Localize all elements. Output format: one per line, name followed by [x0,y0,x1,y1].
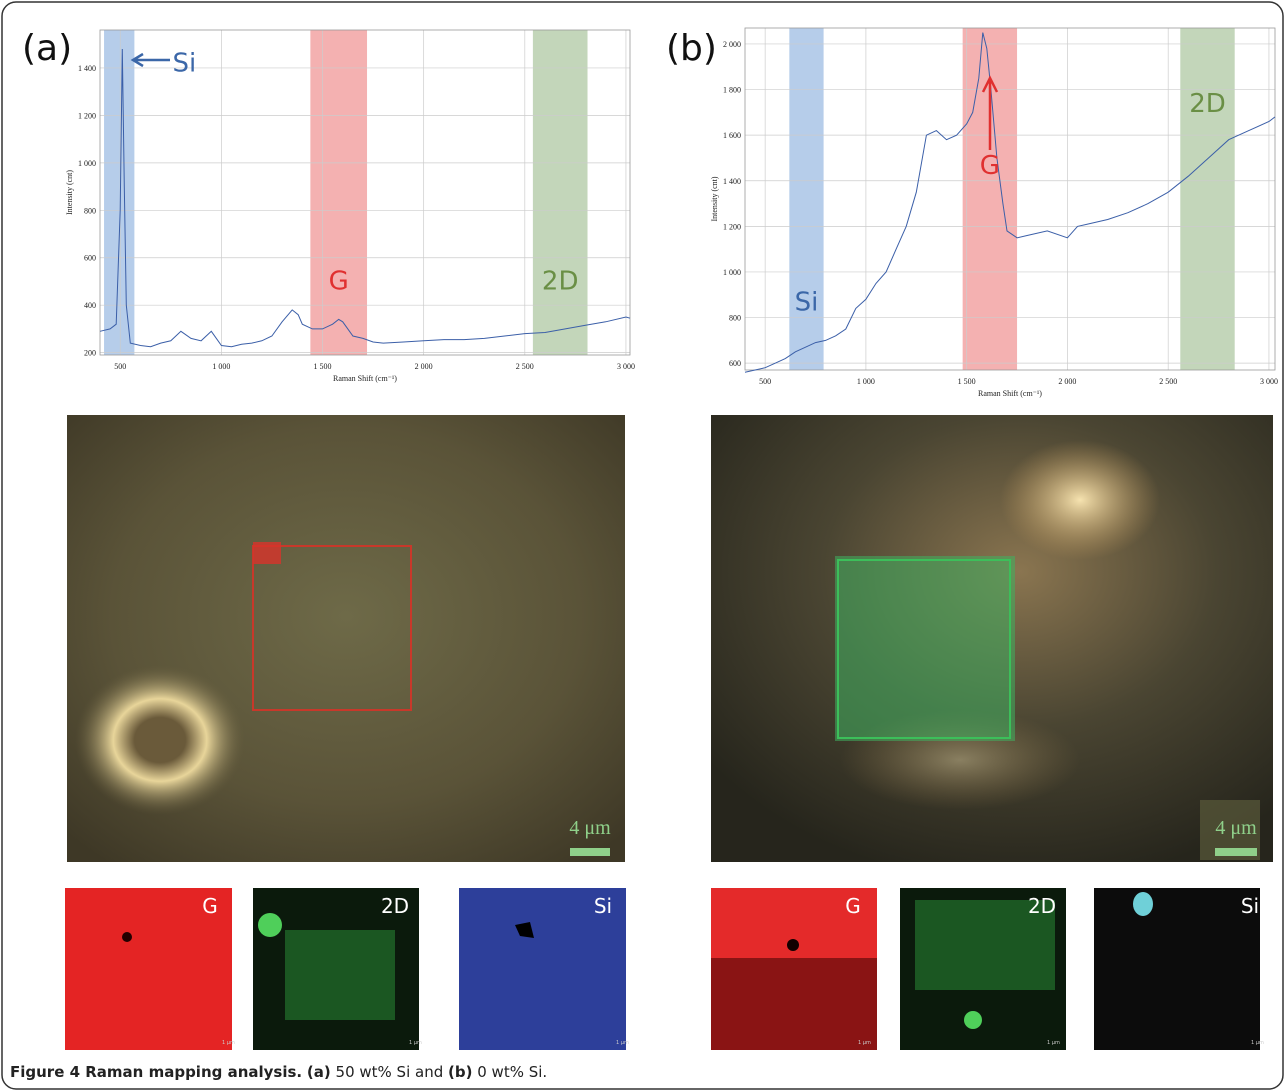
x-tick-label: 1 500 [314,362,332,371]
band [533,30,588,355]
figure: 4 μm 4 μm G 2D Si G 2D Si 1 μm 1 μm 1 μm… [0,0,1285,1091]
map-scale: 1 μm [222,1040,235,1046]
x-tick-label: 3 000 [1260,377,1278,386]
caption: Figure 4 Raman mapping analysis. (a) 50 … [10,1063,547,1081]
x-tick-label: 500 [114,362,126,371]
y-axis-label: Intensity (cnt) [710,176,719,221]
band [104,30,134,355]
y-tick-label: 1 000 [78,159,96,168]
map-label: 2D [381,894,409,918]
caption-text: 50 wt% Si and [331,1063,448,1081]
band-label: 2D [542,266,579,296]
panel-label: (b) [666,28,717,69]
band-label: G [980,151,1000,181]
x-tick-label: 3 000 [617,362,635,371]
micrograph-b: 4 μm [711,415,1273,862]
band-label: 2D [1189,89,1226,119]
y-tick-label: 800 [84,206,96,215]
x-tick-label: 2 500 [1159,377,1177,386]
y-tick-label: 1 200 [78,111,96,120]
band-label: Si [173,49,197,79]
map-scale: 1 μm [1047,1040,1060,1046]
map-label: G [845,894,861,918]
charts: 500 1 000 1 500 2 000 2 500 3 000 200 400 600 800… [22,28,1278,398]
caption-a: (a) [307,1063,331,1081]
y-tick-label: 200 [84,349,96,358]
band-label: G [329,266,349,296]
map-label: 2D [1028,894,1056,918]
x-tick-label: 2 000 [1058,377,1076,386]
y-tick-label: 1 400 [723,177,741,186]
map-scale: 1 μm [858,1040,871,1046]
y-tick-label: 1 800 [723,86,741,95]
y-tick-label: 1 200 [723,222,741,231]
x-axis-label: Raman Shift (cm⁻¹) [978,389,1042,398]
band [1180,28,1234,370]
y-tick-label: 800 [729,314,741,323]
y-tick-label: 2 000 [723,40,741,49]
micrograph-a: 4 μm [67,415,625,862]
y-tick-label: 600 [84,254,96,263]
map-scale: 1 μm [409,1040,422,1046]
y-tick-label: 1 000 [723,268,741,277]
page: 4 μm 4 μm G 2D Si G 2D Si 1 μm 1 μm 1 μm… [0,0,1285,1091]
x-tick-label: 2 500 [516,362,534,371]
y-tick-label: 1 400 [78,64,96,73]
map-label: Si [1241,894,1259,918]
caption-title: Figure 4 Raman mapping analysis. [10,1063,302,1081]
x-tick-label: 2 000 [415,362,433,371]
y-tick-label: 400 [84,301,96,310]
y-tick-label: 1 600 [723,131,741,140]
scale-bar-label: 4 μm [1215,817,1257,839]
caption-b: (b) [448,1063,472,1081]
map-label: Si [594,894,612,918]
band-label: Si [795,288,819,318]
x-tick-label: 1 500 [958,377,976,386]
map-scale: 1 μm [616,1040,629,1046]
caption-text: 0 wt% Si. [472,1063,547,1081]
panel-label: (a) [22,28,72,69]
x-tick-label: 1 000 [857,377,875,386]
maps-b: G 2D Si [711,888,1260,1050]
x-tick-label: 1 000 [212,362,230,371]
band [310,30,367,355]
x-axis-label: Raman Shift (cm⁻¹) [333,374,397,383]
maps-a: G 2D Si [65,888,626,1050]
x-tick-label: 500 [759,377,771,386]
map-scale: 1 μm [1251,1040,1264,1046]
scale-bar-label: 4 μm [569,817,611,839]
map-label: G [202,894,218,918]
y-axis-label: Intensity (cnt) [65,170,74,215]
band [789,28,823,370]
y-tick-label: 600 [729,359,741,368]
arrow [133,54,170,66]
